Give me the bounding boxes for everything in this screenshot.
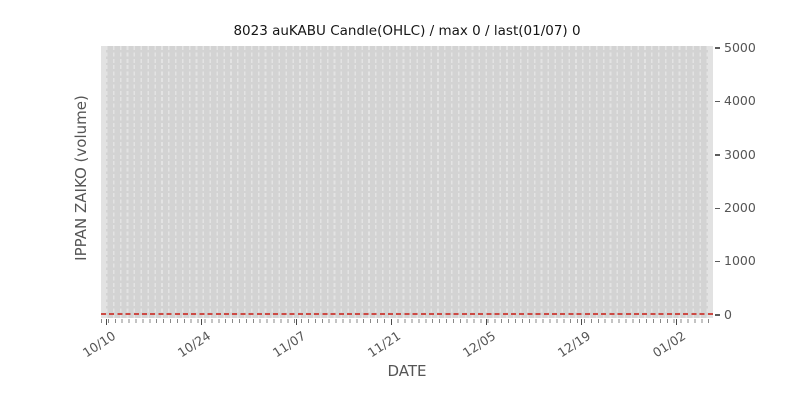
x-tick-label: 10/24 <box>174 328 214 361</box>
y-tick-0 <box>715 314 720 316</box>
x-tick-label: 12/19 <box>554 328 594 361</box>
chart-title: 8023 auKABU Candle(OHLC) / max 0 / last(… <box>233 23 581 39</box>
y-tick-4000 <box>715 100 720 102</box>
y-tick-label: 3000 <box>724 147 756 162</box>
x-tick-label: 01/02 <box>649 328 689 361</box>
y-tick-label: 1000 <box>724 253 756 268</box>
x-tick-label: 11/21 <box>364 328 404 361</box>
x-tick-label: 12/05 <box>459 328 499 361</box>
y-tick-label: 0 <box>724 307 732 322</box>
date-gridlines-texture <box>106 46 708 318</box>
plot-area <box>101 46 713 318</box>
y-tick-label: 2000 <box>724 200 756 215</box>
y-tick-5000 <box>715 47 720 49</box>
x-major-tick <box>106 319 108 325</box>
y-tick-2000 <box>715 207 720 209</box>
y-axis-label: IPPAN ZAIKO (volume) <box>72 95 90 261</box>
y-tick-label: 5000 <box>724 40 756 55</box>
y-tick-label: 4000 <box>724 93 756 108</box>
zero-value-dashed-line <box>101 313 713 315</box>
x-major-tick <box>296 319 298 325</box>
x-axis-label: DATE <box>387 362 427 380</box>
x-major-tick <box>676 319 678 325</box>
x-major-tick <box>391 319 393 325</box>
x-tick-label: 10/10 <box>79 328 119 361</box>
x-major-tick <box>581 319 583 325</box>
y-tick-3000 <box>715 154 720 156</box>
x-major-tick <box>486 319 488 325</box>
x-minor-ticks <box>101 319 713 323</box>
x-tick-label: 11/07 <box>269 328 309 361</box>
y-tick-1000 <box>715 260 720 263</box>
x-major-tick <box>201 319 203 325</box>
